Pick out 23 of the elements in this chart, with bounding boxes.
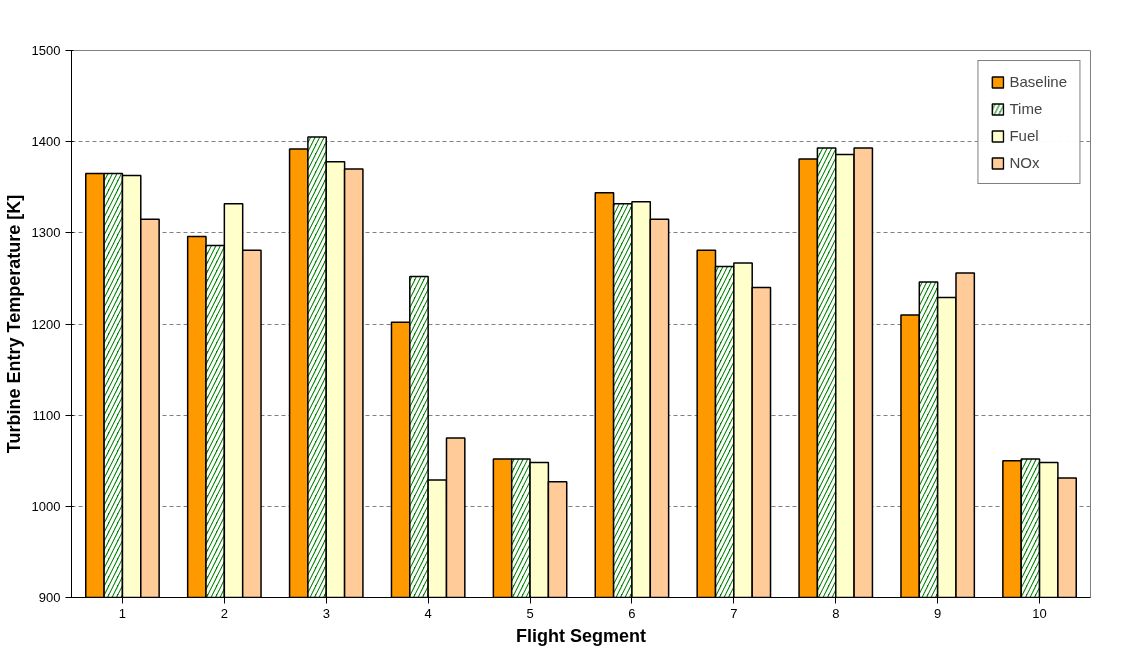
x-tick-label: 3 [322, 605, 330, 621]
legend-label: Time [1009, 100, 1043, 117]
x-tick-label: 6 [628, 605, 636, 621]
x-tick-label: 4 [424, 605, 432, 621]
y-tick-label: 1400 [31, 134, 61, 150]
y-tick-label: 1500 [31, 43, 61, 58]
legend-label: Baseline [1009, 73, 1067, 90]
x-tick-label: 7 [730, 605, 738, 621]
legend-label: Fuel [1009, 127, 1039, 144]
y-axis-title: Turbine Entry Temperature [K] [3, 194, 24, 454]
x-tick-label: 1 [118, 605, 127, 621]
x-tick-label: 5 [526, 605, 534, 621]
x-tick-label: 2 [220, 605, 228, 621]
x-tick-label: 8 [832, 605, 840, 621]
y-tick-label: 1100 [32, 407, 61, 423]
y-tick-label: 1200 [31, 316, 61, 332]
x-tick-label: 9 [934, 605, 942, 621]
legend-label: NOx [1009, 154, 1040, 171]
x-tick-label: 10 [1032, 605, 1047, 621]
x-axis-title: Flight Segment [516, 625, 647, 646]
y-tick-label: 1000 [31, 498, 61, 514]
y-tick-label: 1300 [31, 225, 61, 241]
y-tick-label: 900 [38, 590, 61, 605]
